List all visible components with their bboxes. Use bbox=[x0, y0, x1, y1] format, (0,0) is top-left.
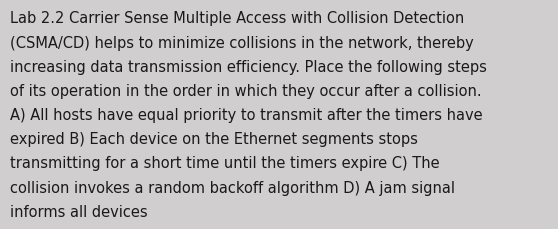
Text: increasing data transmission efficiency. Place the following steps: increasing data transmission efficiency.… bbox=[10, 60, 487, 74]
Text: transmitting for a short time until the timers expire C) The: transmitting for a short time until the … bbox=[10, 156, 440, 171]
Text: (CSMA/CD) helps to minimize collisions in the network, thereby: (CSMA/CD) helps to minimize collisions i… bbox=[10, 35, 474, 50]
Text: expired B) Each device on the Ethernet segments stops: expired B) Each device on the Ethernet s… bbox=[10, 132, 418, 147]
Text: of its operation in the order in which they occur after a collision.: of its operation in the order in which t… bbox=[10, 84, 482, 98]
Text: informs all devices: informs all devices bbox=[10, 204, 148, 219]
Text: collision invokes a random backoff algorithm D) A jam signal: collision invokes a random backoff algor… bbox=[10, 180, 455, 195]
Text: Lab 2.2 Carrier Sense Multiple Access with Collision Detection: Lab 2.2 Carrier Sense Multiple Access wi… bbox=[10, 11, 464, 26]
Text: A) All hosts have equal priority to transmit after the timers have: A) All hosts have equal priority to tran… bbox=[10, 108, 483, 123]
